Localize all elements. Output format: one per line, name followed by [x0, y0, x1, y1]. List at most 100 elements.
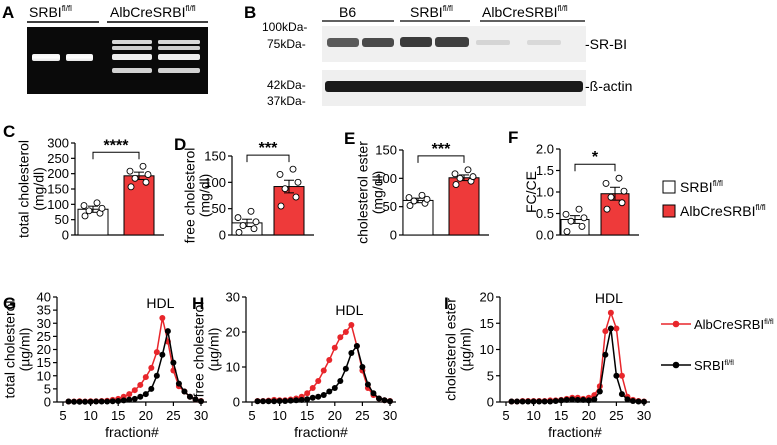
- data-point: [142, 374, 149, 381]
- data-point: [309, 385, 316, 391]
- axis-title-line: (mg/dl): [31, 167, 47, 211]
- y-tick-label: 40: [37, 290, 51, 305]
- y-tick-label: 1.0: [536, 185, 554, 200]
- data-point: [254, 398, 261, 405]
- axis-title-line: free cholesterol: [181, 148, 197, 244]
- data-point: [624, 396, 631, 403]
- data-point: [525, 398, 532, 405]
- data-point: [508, 398, 515, 405]
- data-point: [320, 392, 327, 398]
- data-point: [331, 385, 338, 391]
- panel-letter: E: [344, 129, 355, 148]
- lane-label-sup: fl/fl: [443, 4, 453, 13]
- y-tick-label: 50: [212, 201, 226, 216]
- data-point: [120, 397, 127, 404]
- significance-bracket: [417, 155, 465, 163]
- legend-text: AlbCreSRBI: [694, 317, 764, 332]
- hdl-annotation: HDL: [146, 295, 174, 311]
- axis-title-line: (mg/dl): [197, 174, 213, 218]
- axis-title-line: free cholesterol: [190, 302, 206, 398]
- data-point: [574, 396, 581, 403]
- axis-title-line: (µg/ml): [458, 328, 474, 372]
- data-point: [562, 210, 570, 218]
- panel-h: H 0 10 20 30 5 10 15 20 25 30 fraction# free cholest…: [190, 290, 397, 441]
- legend-text: SRBI: [694, 358, 724, 373]
- data-point: [519, 398, 526, 405]
- axis-title-line: total cholesterol: [15, 140, 31, 238]
- y-tick-label: 15: [37, 355, 51, 370]
- y-tick-label: 35: [37, 303, 51, 318]
- marker-100kda: 100kDa-: [262, 20, 307, 34]
- data-point: [304, 390, 311, 397]
- panel-b: B B6 SRBIfl/fl AlbCreSRBIfl/fl 100kDa- 7…: [244, 3, 632, 108]
- y-tick-label: 200: [47, 166, 69, 181]
- data-point: [181, 388, 188, 395]
- axis-title-x: fraction#: [548, 424, 602, 440]
- x-tick-label: 25: [166, 408, 180, 423]
- x-tick-label: 10: [272, 408, 286, 423]
- data-point: [629, 397, 636, 404]
- y-tick-label: 0: [487, 395, 494, 410]
- data-point: [603, 205, 611, 213]
- y-tick-label: 20: [226, 325, 240, 340]
- data-point: [87, 398, 94, 405]
- x-tick-label: 15: [554, 408, 568, 423]
- y-tick-label: 150: [47, 182, 69, 197]
- marker-75kda: 75kDa-: [267, 37, 306, 51]
- data-point: [289, 165, 297, 173]
- data-point: [613, 325, 620, 332]
- data-point: [602, 179, 610, 187]
- x-tick-label: 20: [582, 408, 596, 423]
- data-point: [575, 205, 583, 213]
- data-point: [596, 388, 603, 395]
- x-tick-label: 20: [328, 408, 342, 423]
- axis-title-x: fraction#: [105, 424, 159, 440]
- data-point: [126, 396, 133, 403]
- axis-title-line: FC/CE: [523, 171, 539, 213]
- data-point: [563, 396, 570, 403]
- data-point: [137, 381, 144, 388]
- data-point: [607, 193, 615, 201]
- blot-band: [435, 37, 469, 47]
- y-tick-label: 0.5: [536, 206, 554, 221]
- data-point: [456, 174, 464, 182]
- data-point: [109, 398, 116, 405]
- data-point: [423, 195, 431, 203]
- data-point: [80, 202, 88, 210]
- data-point: [410, 197, 418, 205]
- lane-label-albcre: AlbCreSRBIfl/fl: [110, 4, 196, 20]
- data-point: [82, 398, 89, 405]
- panel-letter: G: [3, 294, 16, 313]
- legend-sup: fl/fl: [713, 179, 723, 188]
- gel-band: [112, 54, 152, 60]
- data-point: [282, 397, 289, 404]
- legend-label-srbi: SRBIfl/fl: [694, 358, 734, 373]
- data-point: [337, 334, 344, 341]
- significance-bracket: [246, 154, 290, 163]
- hdl-annotation: HDL: [595, 290, 623, 306]
- data-point: [387, 398, 393, 405]
- data-point: [618, 199, 626, 207]
- data-point: [580, 214, 588, 222]
- data-point: [326, 388, 333, 395]
- legend-label-albcre: AlbCreSRBIfl/fl: [694, 317, 774, 332]
- data-point: [85, 207, 93, 215]
- data-point: [342, 329, 349, 335]
- blot-band: [400, 37, 432, 47]
- band-label-actin: -ß-actin: [585, 78, 632, 94]
- gel-band: [158, 54, 200, 60]
- data-point: [148, 364, 155, 371]
- blot-band: [325, 81, 583, 92]
- lane-label-albcre: AlbCreSRBIfl/fl: [482, 4, 568, 20]
- axis-title-y: cholesterol ester(µg/ml): [442, 298, 473, 401]
- data-point: [615, 174, 623, 182]
- x-tick-label: 15: [300, 408, 314, 423]
- y-tick-label: 150: [204, 149, 226, 164]
- data-point: [602, 351, 609, 358]
- series-line: [511, 328, 645, 403]
- y-tick-label: 5: [44, 381, 51, 396]
- y-tick-label: 15: [480, 316, 494, 331]
- data-point: [348, 350, 355, 356]
- data-point: [239, 222, 247, 229]
